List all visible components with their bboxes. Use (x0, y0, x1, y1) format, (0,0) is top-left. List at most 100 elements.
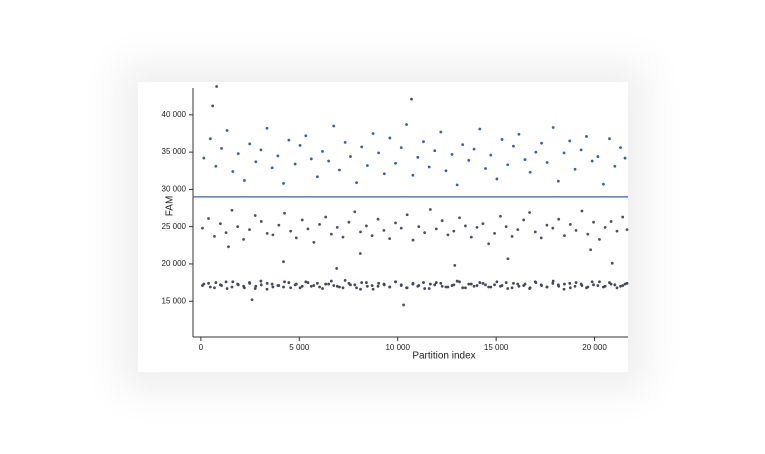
point (613, 283, 617, 287)
y-tick-label: 25 000 (162, 222, 187, 231)
point (321, 149, 324, 153)
point (353, 283, 357, 287)
point (370, 284, 374, 287)
point (512, 281, 515, 285)
point (300, 218, 304, 222)
point (289, 286, 293, 290)
point (213, 286, 216, 290)
point (399, 283, 403, 287)
point (300, 284, 304, 288)
point (478, 127, 482, 131)
point (231, 280, 235, 284)
point (259, 220, 263, 223)
point (540, 141, 543, 145)
point (230, 285, 234, 289)
point (534, 150, 538, 154)
point (603, 226, 607, 229)
point (294, 282, 298, 286)
point (625, 228, 629, 232)
x-tick-label: 10 000 (385, 343, 410, 352)
point (423, 287, 427, 290)
point (580, 284, 584, 287)
point (528, 170, 532, 174)
point (282, 260, 285, 264)
point (545, 161, 549, 164)
y-tick-label: 30 000 (162, 184, 187, 193)
point (399, 226, 403, 230)
point (489, 285, 493, 289)
point (455, 183, 459, 187)
point (422, 281, 425, 284)
point (371, 287, 375, 291)
point (248, 228, 251, 232)
point (208, 137, 212, 141)
point (347, 220, 351, 224)
point (416, 155, 420, 159)
point (207, 217, 210, 220)
point (590, 280, 594, 284)
point (271, 233, 275, 237)
point (545, 285, 549, 289)
point (327, 159, 331, 163)
point (562, 287, 566, 291)
point (469, 282, 473, 286)
point (211, 104, 215, 108)
point (402, 303, 406, 307)
point (309, 157, 313, 161)
point (377, 281, 381, 285)
point (248, 281, 251, 284)
point (528, 287, 531, 290)
point (422, 140, 425, 144)
point (335, 284, 339, 288)
point (355, 181, 358, 185)
point (382, 228, 386, 232)
point (276, 154, 280, 158)
point (568, 281, 572, 285)
point (230, 208, 234, 212)
point (484, 167, 487, 170)
point (248, 142, 252, 146)
point (434, 281, 438, 284)
x-axis-title: Partition index (412, 351, 475, 362)
point (236, 282, 240, 286)
point (287, 281, 291, 284)
point (481, 281, 485, 285)
point (484, 283, 487, 287)
y-tick-label: 20 000 (162, 259, 187, 268)
y-tick-label: 35 000 (162, 147, 187, 156)
point (417, 284, 421, 287)
point (376, 284, 380, 288)
point (382, 172, 386, 176)
point (433, 149, 437, 153)
point (225, 129, 229, 132)
point (499, 284, 502, 288)
point (446, 285, 450, 289)
point (242, 284, 245, 288)
point (574, 281, 578, 284)
point (335, 267, 339, 270)
point (475, 226, 479, 229)
point (506, 287, 510, 290)
point (506, 163, 510, 167)
point (609, 220, 613, 223)
point (358, 252, 362, 255)
point (225, 287, 229, 290)
point (434, 227, 438, 231)
point (455, 279, 459, 283)
point (254, 284, 258, 288)
point (517, 284, 521, 288)
point (439, 130, 443, 134)
point (478, 281, 482, 284)
point (411, 238, 415, 242)
point (265, 287, 269, 291)
point (306, 281, 310, 284)
point (283, 211, 286, 215)
point (464, 224, 467, 228)
point (475, 284, 479, 287)
point (282, 285, 285, 289)
point (315, 175, 319, 179)
point (467, 282, 471, 286)
point (563, 234, 566, 238)
point (568, 139, 572, 143)
point (365, 284, 369, 288)
